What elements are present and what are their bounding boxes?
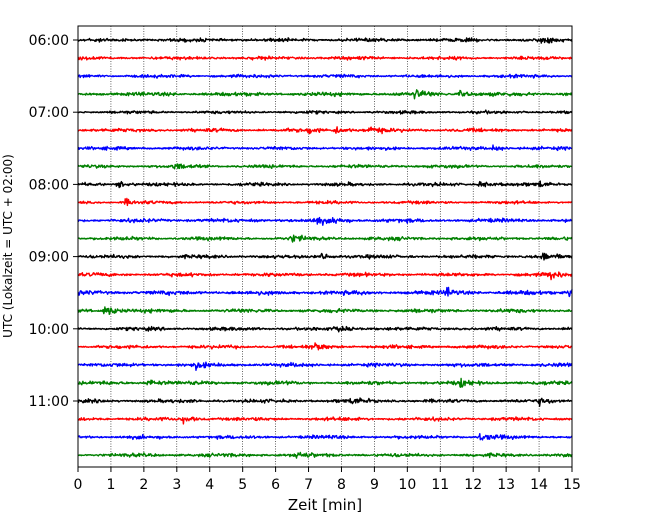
trace-row-1030 bbox=[77, 361, 573, 371]
x-tick-label: 5 bbox=[238, 477, 247, 493]
y-axis-ticks: 06:00 07:00 08:00 09:00 10:00 11:00 bbox=[29, 33, 78, 410]
seismogram-traces bbox=[77, 37, 573, 459]
y-tick-label: 06:00 bbox=[29, 33, 69, 49]
x-tick-label: 15 bbox=[563, 477, 581, 493]
x-tick-label: 0 bbox=[74, 477, 83, 493]
trace-row-1015 bbox=[77, 342, 573, 351]
trace-row-0930 bbox=[77, 286, 573, 298]
trace-row-0600 bbox=[77, 37, 573, 44]
trace-row-1145 bbox=[77, 451, 573, 459]
trace-row-1100 bbox=[77, 397, 573, 407]
x-tick-label: 9 bbox=[370, 477, 379, 493]
x-tick-label: 2 bbox=[139, 477, 148, 493]
trace-row-0845 bbox=[77, 234, 573, 243]
x-tick-label: 8 bbox=[337, 477, 346, 493]
trace-row-0915 bbox=[77, 271, 573, 281]
y-tick-label: 11:00 bbox=[29, 394, 69, 410]
x-tick-label: 14 bbox=[530, 477, 548, 493]
x-tick-label: 7 bbox=[304, 477, 313, 493]
y-axis-label: UTC (Lokalzeit = UTC + 02:00) bbox=[1, 154, 15, 338]
trace-row-1130 bbox=[77, 433, 573, 441]
trace-row-0615 bbox=[77, 55, 573, 61]
y-tick-label: 07:00 bbox=[29, 105, 69, 121]
x-axis-ticks: 0 1 2 3 4 5 6 7 8 9 10 11 12 13 14 15 bbox=[74, 467, 581, 493]
trace-row-0900 bbox=[77, 252, 573, 261]
plot-frame bbox=[77, 25, 573, 468]
trace-row-0730 bbox=[77, 144, 573, 152]
x-tick-label: 3 bbox=[172, 477, 181, 493]
trace-row-0630 bbox=[77, 73, 573, 79]
trace-row-0715 bbox=[77, 126, 573, 135]
x-axis-label: Zeit [min] bbox=[288, 496, 362, 514]
trace-row-0700 bbox=[77, 109, 573, 115]
x-tick-label: 10 bbox=[398, 477, 416, 493]
y-tick-label: 09:00 bbox=[29, 250, 69, 266]
trace-row-0815 bbox=[77, 197, 573, 207]
trace-row-0645 bbox=[77, 89, 573, 100]
x-tick-label: 13 bbox=[497, 477, 515, 493]
trace-row-1000 bbox=[77, 325, 573, 333]
x-tick-label: 6 bbox=[271, 477, 280, 493]
trace-row-1115 bbox=[77, 416, 573, 425]
x-tick-label: 11 bbox=[431, 477, 449, 493]
trace-row-0830 bbox=[77, 216, 573, 226]
trace-row-0945 bbox=[77, 306, 573, 315]
trace-row-0745 bbox=[77, 163, 573, 170]
x-gridlines bbox=[110, 26, 540, 467]
y-tick-label: 08:00 bbox=[29, 177, 69, 193]
x-tick-label: 12 bbox=[464, 477, 482, 493]
trace-row-1045 bbox=[77, 377, 573, 388]
x-tick-label: 4 bbox=[205, 477, 214, 493]
y-tick-label: 10:00 bbox=[29, 322, 69, 338]
trace-row-0800 bbox=[77, 180, 573, 189]
x-tick-label: 1 bbox=[106, 477, 115, 493]
